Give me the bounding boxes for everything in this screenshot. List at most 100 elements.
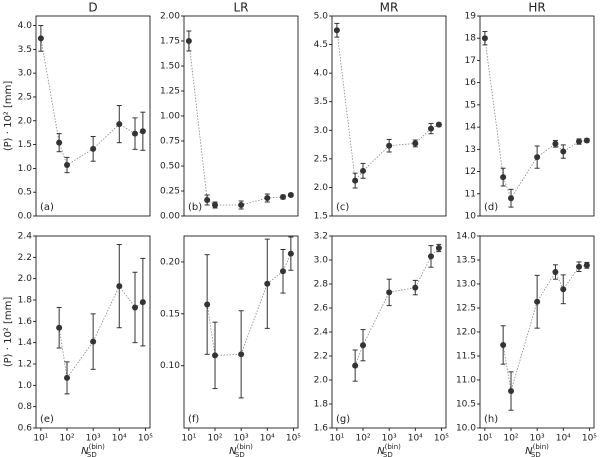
panel-label: (f) <box>188 414 199 425</box>
point <box>264 195 271 201</box>
point <box>116 283 123 290</box>
y-tick-label: 0.25 <box>160 187 180 197</box>
point <box>185 38 192 44</box>
x-tick-label: 10¹ <box>477 434 492 444</box>
y-tick-label: 3.0 <box>314 126 329 136</box>
point <box>552 269 559 275</box>
point <box>212 352 219 359</box>
y-tick-label: 10.0 <box>456 424 476 434</box>
x-axis-label: N(bin) SD <box>377 443 401 457</box>
data-line <box>484 38 587 200</box>
point <box>90 338 97 345</box>
y-tick-label: 0.15 <box>160 309 180 319</box>
x-tick-label: 10² <box>59 434 74 444</box>
panel-label: (e) <box>40 414 54 425</box>
y-tick-label: 10.5 <box>456 400 476 410</box>
point <box>238 351 245 358</box>
point <box>583 137 590 144</box>
point <box>90 145 97 152</box>
point <box>481 35 488 42</box>
y-tick-label: 3.5 <box>314 97 328 107</box>
x-tick-label: 10⁵ <box>582 434 597 444</box>
y-tick-label: 0.50 <box>160 162 180 172</box>
point <box>37 35 44 42</box>
point <box>560 286 567 293</box>
point <box>280 268 287 275</box>
point <box>435 121 442 128</box>
panel-title: MR <box>380 1 399 15</box>
y-tick-label: 1.0 <box>18 164 33 174</box>
y-tick-label: 3.5 <box>18 45 32 55</box>
y-tick-label: 11.0 <box>456 376 476 386</box>
point <box>56 324 63 331</box>
y-tick-label: 18 <box>465 34 477 44</box>
y-tick-label: 5.0 <box>314 12 329 22</box>
y-tick-label: 1.25 <box>160 87 180 97</box>
x-tick-label: 10² <box>503 434 518 444</box>
y-axis-label: ⟨P⟩ · 10² [mm] <box>3 297 14 368</box>
data-line <box>336 30 440 182</box>
data-line <box>58 285 144 379</box>
plot-frame <box>331 235 447 429</box>
point <box>132 304 139 311</box>
y-tick-label: 2.0 <box>314 183 329 193</box>
y-tick-label: 0.5 <box>18 188 32 198</box>
x-axis-label-sub: SD <box>235 451 245 457</box>
point <box>500 174 507 181</box>
plot-frame <box>331 15 447 217</box>
panel-label: (d) <box>484 202 498 213</box>
x-axis-label-base: N <box>229 446 237 457</box>
point <box>412 284 419 291</box>
x-tick-label: 10⁴ <box>556 434 571 444</box>
x-axis-label: N(bin) SD <box>229 443 253 457</box>
x-tick-label: 10⁴ <box>112 434 127 444</box>
y-tick-label: 17 <box>465 56 476 66</box>
data-line <box>354 247 440 366</box>
point <box>352 177 359 184</box>
panel-title: D <box>88 1 97 15</box>
x-axis-label-sup: (bin) <box>89 443 106 451</box>
point <box>508 195 515 202</box>
data-line <box>206 253 292 356</box>
y-tick-label: 0.10 <box>160 361 180 371</box>
point <box>428 125 435 132</box>
point <box>287 192 294 198</box>
panel-label: (g) <box>336 414 350 425</box>
point <box>204 197 211 203</box>
x-tick-label: 10³ <box>234 434 249 444</box>
y-tick-label: 3.0 <box>18 69 33 79</box>
y-tick-label: 2.8 <box>314 280 329 290</box>
y-tick-label: 0.00 <box>160 212 180 222</box>
y-tick-label: 1.8 <box>18 296 33 306</box>
y-axis-label: ⟨P⟩ · 10² [mm] <box>3 81 14 152</box>
point <box>56 139 63 146</box>
x-axis-label: N(bin) SD <box>525 443 549 457</box>
x-tick-label: 10¹ <box>33 434 48 444</box>
y-tick-label: 2.0 <box>18 116 33 126</box>
x-tick-label: 10³ <box>86 434 101 444</box>
data-line <box>40 38 144 166</box>
y-tick-label: 2.5 <box>18 92 32 102</box>
point <box>116 121 123 128</box>
point <box>560 148 567 155</box>
point <box>139 128 146 135</box>
y-tick-label: 1.6 <box>314 424 329 434</box>
x-axis-label-sup: (bin) <box>237 443 254 451</box>
y-tick-label: 1.5 <box>18 140 32 150</box>
y-tick-label: 4.0 <box>18 21 33 31</box>
point <box>360 342 367 349</box>
y-tick-label: 0.0 <box>18 212 33 222</box>
point <box>386 142 393 149</box>
x-tick-label: 10⁵ <box>434 434 449 444</box>
y-tick-label: 13 <box>465 145 476 155</box>
y-tick-label: 2.6 <box>314 304 329 314</box>
point <box>287 250 294 257</box>
point <box>534 154 541 161</box>
x-tick-label: 10² <box>355 434 370 444</box>
x-tick-label: 10³ <box>530 434 545 444</box>
y-tick-label: 0.75 <box>160 137 180 147</box>
panel-label: (c) <box>336 202 349 213</box>
y-tick-label: 1.8 <box>314 400 329 410</box>
plot-frame <box>479 15 595 217</box>
y-tick-label: 2.2 <box>18 253 32 263</box>
